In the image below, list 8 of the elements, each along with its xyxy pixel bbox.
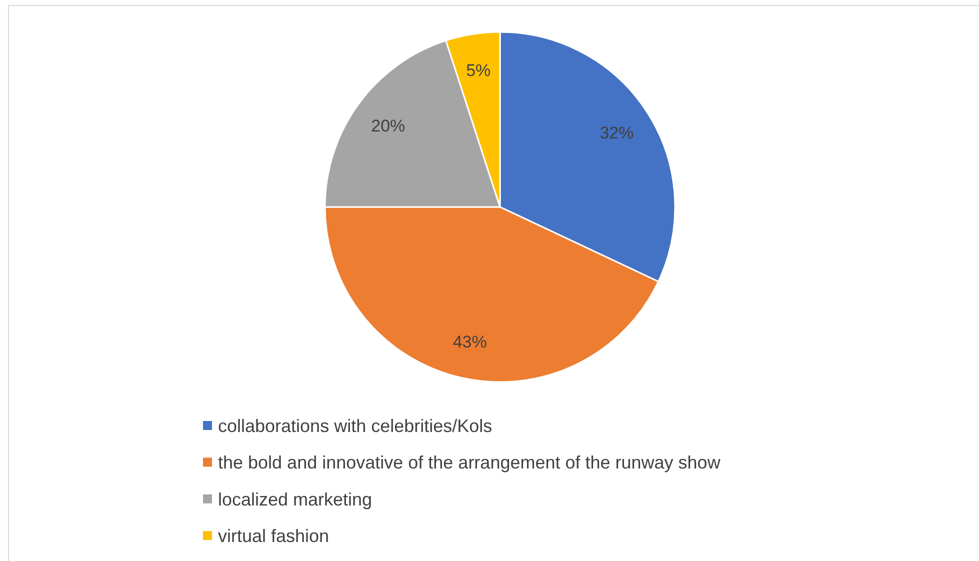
legend-label: collaborations with celebrities/Kols: [218, 416, 492, 436]
legend-label: the bold and innovative of the arrangement of the runway show: [218, 452, 722, 473]
legend-label: localized marketing: [218, 489, 372, 510]
legend-label: virtual fashion: [218, 526, 330, 546]
data-label: 32%: [600, 123, 634, 142]
data-label: 20%: [371, 116, 406, 136]
data-label: 5%: [466, 60, 491, 80]
data-label: 43%: [452, 332, 487, 352]
